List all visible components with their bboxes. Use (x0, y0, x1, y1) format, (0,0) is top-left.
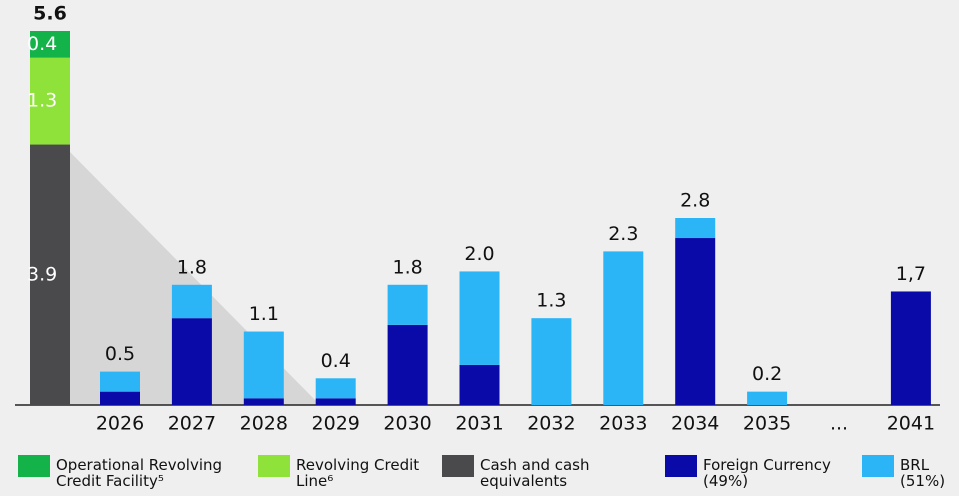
bar-segment (315, 378, 356, 399)
legend-swatch (258, 455, 290, 477)
legend-label: Foreign Currency (49%) (703, 456, 831, 490)
total-label: 1.8 (392, 256, 422, 278)
bar-segment (243, 331, 284, 399)
x-tick-label: 2028 (240, 413, 288, 435)
bar-segment (171, 318, 212, 405)
total-label: 1.3 (536, 290, 566, 312)
legend-label: BRL (51%) (900, 456, 946, 490)
legend-swatch (18, 455, 50, 477)
x-tick-label: 2032 (527, 413, 575, 435)
bar-segment (531, 318, 572, 405)
total-label: 0.2 (752, 363, 782, 385)
bar-segment (30, 144, 70, 406)
segment-label: 3.9 (27, 263, 57, 285)
total-label: 1.1 (249, 303, 279, 325)
legend-label: Revolving Credit Line⁶ (296, 456, 420, 490)
bar-segment (315, 398, 356, 405)
segment-label: 1.3 (27, 90, 57, 112)
x-tick-label: 2034 (671, 413, 719, 435)
total-label: 2.3 (608, 223, 638, 245)
x-tick-label: 2035 (743, 413, 791, 435)
bar-segment (890, 291, 931, 405)
total-label: 2.8 (680, 190, 710, 212)
x-tick-label: ... (830, 413, 848, 435)
bar-segment (30, 31, 70, 58)
bar-segment (675, 218, 716, 239)
segment-label: 0.4 (27, 33, 57, 55)
total-label: 0.5 (105, 343, 135, 365)
legend-label: Operational Revolving Credit Facility⁵ (56, 456, 223, 490)
bar-segment (459, 271, 500, 365)
bar-segment (387, 324, 428, 405)
x-tick-label: 2026 (96, 413, 144, 435)
x-tick-label: 2033 (599, 413, 647, 435)
bar-segment (459, 364, 500, 405)
x-tick-label: 2027 (168, 413, 216, 435)
chart: 3.9 1.3 0.4 5.6 2026 0.5 2027 1.8 2028 1.1 2029 0.4… (15, 3, 940, 435)
bar-segment (30, 57, 70, 145)
legend-swatch (442, 455, 474, 477)
total-label: 0.4 (321, 350, 351, 372)
bar-segment (243, 398, 284, 405)
total-label: 2.0 (464, 243, 494, 265)
x-tick-label: 2029 (312, 413, 360, 435)
bar-segment (171, 284, 212, 319)
total-label: 1,7 (896, 263, 926, 285)
total-label: 1.8 (177, 256, 207, 278)
bar-segment (387, 284, 428, 325)
x-tick-label: 2030 (383, 413, 431, 435)
x-tick-label: 2041 (887, 413, 935, 435)
total-label: 5.6 (33, 3, 67, 25)
bar-segment (100, 391, 140, 405)
bar-segment (100, 371, 140, 392)
legend-swatch (665, 455, 697, 477)
legend-label: Cash and cash equivalents (480, 456, 590, 490)
bar-segment (747, 391, 788, 405)
x-tick-label: 2031 (455, 413, 503, 435)
bar-segment (675, 238, 716, 405)
legend-swatch (862, 455, 894, 477)
bar-segment (603, 251, 644, 405)
